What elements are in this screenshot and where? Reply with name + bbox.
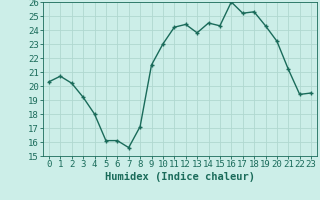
X-axis label: Humidex (Indice chaleur): Humidex (Indice chaleur)	[105, 172, 255, 182]
